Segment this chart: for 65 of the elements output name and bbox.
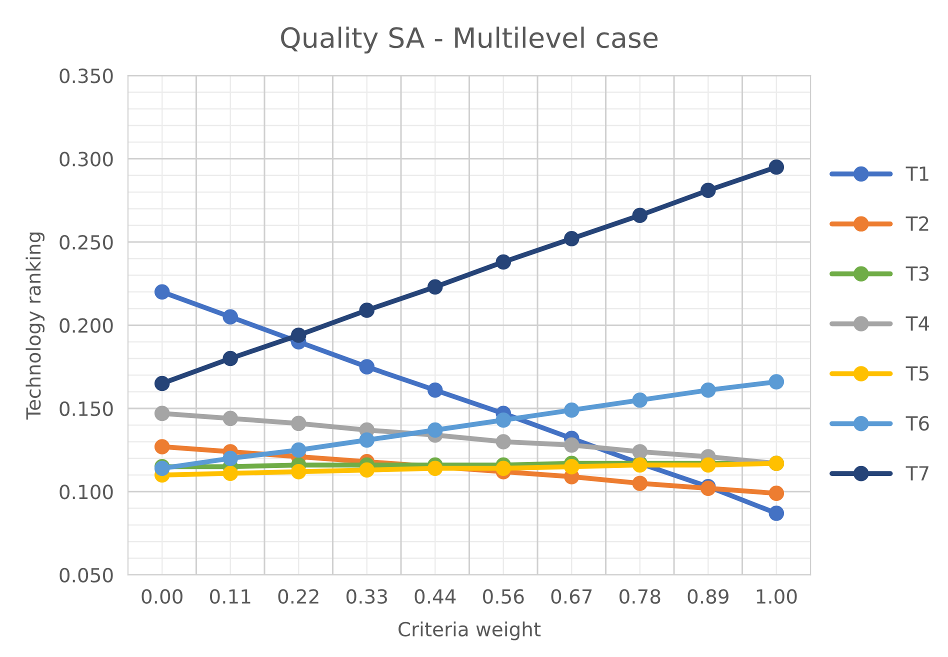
x-tick-label: 0.22 xyxy=(278,589,318,604)
y-tick-label: 0.250 xyxy=(60,234,113,250)
point xyxy=(700,182,716,198)
point xyxy=(222,466,238,481)
x-tick-label: 0.00 xyxy=(142,589,182,604)
y-tick-label: 0.150 xyxy=(60,401,113,416)
point xyxy=(154,376,170,392)
point xyxy=(496,412,512,428)
point xyxy=(564,231,580,246)
legend-label: T4 xyxy=(906,316,930,331)
y-tick-label: 0.300 xyxy=(60,152,113,166)
x-tick-label: 0.78 xyxy=(620,589,660,604)
point xyxy=(496,460,512,476)
y-tick-label: 0.050 xyxy=(60,568,113,583)
x-tick-label: 0.33 xyxy=(346,589,387,604)
legend-label: T3 xyxy=(906,266,929,281)
point xyxy=(154,284,170,300)
point xyxy=(359,462,375,478)
point xyxy=(632,208,648,224)
point xyxy=(427,279,443,295)
point xyxy=(290,464,306,480)
chart-title: Quality SA - Multilevel case xyxy=(281,26,658,54)
point xyxy=(496,434,512,450)
x-tick-label: 0.44 xyxy=(414,589,456,604)
legend-label: T1 xyxy=(906,166,928,181)
point xyxy=(768,486,784,501)
point xyxy=(768,506,784,521)
point xyxy=(564,437,580,453)
point xyxy=(222,450,238,466)
x-tick-label: 0.56 xyxy=(483,589,524,604)
point xyxy=(359,432,375,448)
point xyxy=(632,444,648,460)
y-tick-label: 0.100 xyxy=(60,484,113,500)
legend-label: T5 xyxy=(906,366,928,381)
x-tick-label: 0.11 xyxy=(210,589,250,604)
point xyxy=(564,459,580,474)
point xyxy=(768,159,784,175)
y-tick-label: 0.200 xyxy=(60,318,113,333)
x-tick-label: 0.89 xyxy=(688,589,728,604)
point xyxy=(427,382,443,398)
point xyxy=(359,302,375,318)
point xyxy=(359,359,375,374)
legend-label: T7 xyxy=(906,466,928,480)
legend-label: T6 xyxy=(906,416,929,431)
point xyxy=(427,422,443,438)
y-tick-label: 0.350 xyxy=(60,68,113,84)
point xyxy=(154,439,170,454)
point xyxy=(290,442,306,458)
point xyxy=(222,410,238,426)
legend-label: T2 xyxy=(906,216,928,231)
point xyxy=(632,476,648,491)
point xyxy=(496,254,512,270)
point xyxy=(290,328,306,343)
x-axis-title: Criteria weight xyxy=(398,621,541,640)
point xyxy=(290,416,306,432)
point xyxy=(222,309,238,325)
x-tick-label: 0.67 xyxy=(551,589,592,604)
x-tick-label: 1.00 xyxy=(756,589,797,604)
point xyxy=(768,374,784,390)
point xyxy=(564,402,580,418)
point xyxy=(222,350,238,366)
y-axis-title: Technology ranking xyxy=(26,232,45,420)
point xyxy=(632,392,648,408)
point xyxy=(700,382,716,398)
point xyxy=(154,406,170,422)
